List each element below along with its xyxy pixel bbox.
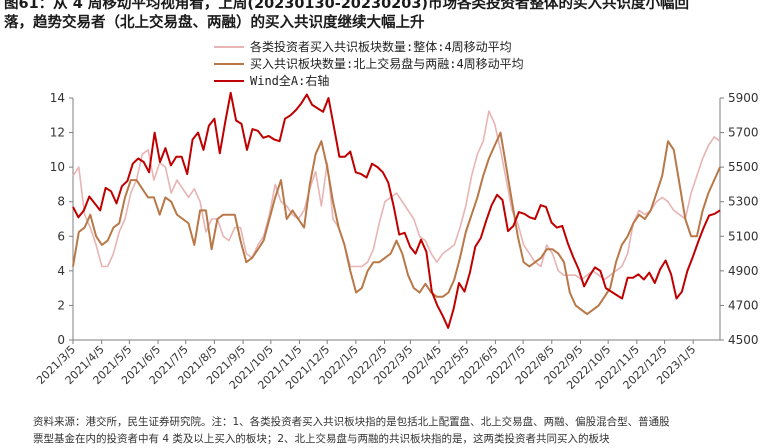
left-axis-tick-label: 0 [57, 333, 65, 347]
source-note-line-2: 票型基金在内的投资者中有 4 类及以上买入的板块；2、北上交易盘与两融的共识板块… [33, 433, 610, 445]
right-axis-tick-label: 4900 [728, 264, 759, 278]
source-note-line-1: 资料来源：港交所，民生证券研究院。注：1、各类投资者买入共识板块指的是包括北上配… [33, 416, 670, 428]
left-axis-tick-label: 6 [57, 229, 65, 243]
left-axis-tick-label: 14 [50, 91, 65, 105]
figure-title: 图61：从 4 周移动平均视角看，上周(20230130-20230203)市场… [4, 0, 760, 33]
series-line-2 [72, 131, 721, 316]
left-axis-tick-label: 10 [50, 160, 65, 174]
figure-title-line-2: 落，趋势交易者（北上交易盘、两融）的买入共识度继续大幅上升 [4, 15, 425, 31]
right-axis-tick-label: 5700 [728, 126, 759, 140]
left-axis-tick-label: 4 [57, 264, 65, 278]
right-axis-tick-label: 5300 [728, 195, 759, 209]
legend-label-3: Wind全A:右轴 [250, 73, 329, 88]
legend-label-1: 各类投资者买入共识板块数量:整体:4周移动平均 [250, 39, 512, 54]
right-axis-tick-label: 4700 [728, 298, 759, 312]
series-line-1 [72, 110, 721, 281]
chart-legend: 各类投资者买入共识板块数量:整体:4周移动平均买入共识板块数量:北上交易盘与两融… [214, 39, 524, 88]
series-line-3 [72, 91, 721, 329]
right-axis-tick-label: 4500 [728, 333, 759, 347]
chart-series [72, 91, 721, 329]
right-axis-tick-label: 5500 [728, 160, 759, 174]
figure-title-line-1: 图61：从 4 周移动平均视角看，上周(20230130-20230203)市场… [4, 0, 690, 12]
left-axis-tick-label: 12 [50, 126, 65, 140]
left-axis-tick-label: 8 [57, 195, 65, 209]
right-axis-tick-label: 5100 [728, 229, 759, 243]
source-note: 资料来源：港交所，民生证券研究院。注：1、各类投资者买入共识板块指的是包括北上配… [33, 414, 761, 448]
left-axis-tick-label: 2 [57, 298, 65, 312]
legend-label-2: 买入共识板块数量:北上交易盘与两融:4周移动平均 [250, 56, 524, 71]
right-axis-tick-label: 5900 [728, 91, 759, 105]
